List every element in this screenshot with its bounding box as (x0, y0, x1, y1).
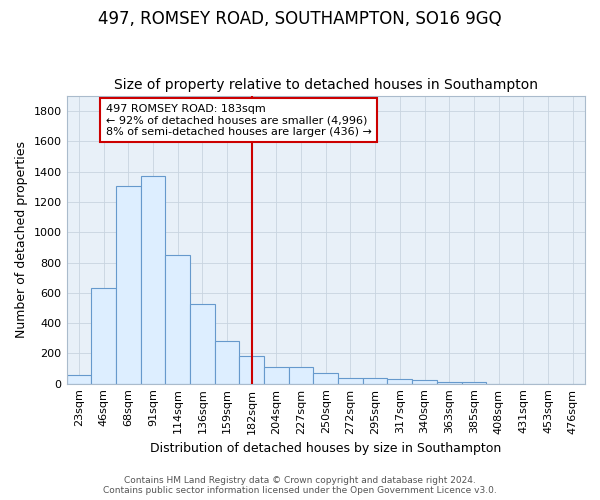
Y-axis label: Number of detached properties: Number of detached properties (15, 142, 28, 338)
Bar (338, 378, 363, 384)
Bar (313, 374, 338, 384)
Text: Contains HM Land Registry data © Crown copyright and database right 2024.
Contai: Contains HM Land Registry data © Crown c… (103, 476, 497, 495)
Bar (165, 256, 190, 384)
Bar (388, 380, 412, 384)
Bar (116, 186, 140, 384)
Bar (239, 356, 264, 384)
Bar (67, 376, 91, 384)
Bar (190, 304, 215, 384)
Bar (412, 380, 437, 384)
Text: 497 ROMSEY ROAD: 183sqm
← 92% of detached houses are smaller (4,996)
8% of semi-: 497 ROMSEY ROAD: 183sqm ← 92% of detache… (106, 104, 372, 136)
Bar (437, 382, 461, 384)
Bar (215, 342, 239, 384)
Title: Size of property relative to detached houses in Southampton: Size of property relative to detached ho… (114, 78, 538, 92)
Bar (289, 368, 313, 384)
Bar (461, 382, 486, 384)
Bar (140, 176, 165, 384)
Bar (91, 288, 116, 384)
Bar (363, 378, 388, 384)
Bar (264, 368, 289, 384)
Text: 497, ROMSEY ROAD, SOUTHAMPTON, SO16 9GQ: 497, ROMSEY ROAD, SOUTHAMPTON, SO16 9GQ (98, 10, 502, 28)
X-axis label: Distribution of detached houses by size in Southampton: Distribution of detached houses by size … (150, 442, 502, 455)
